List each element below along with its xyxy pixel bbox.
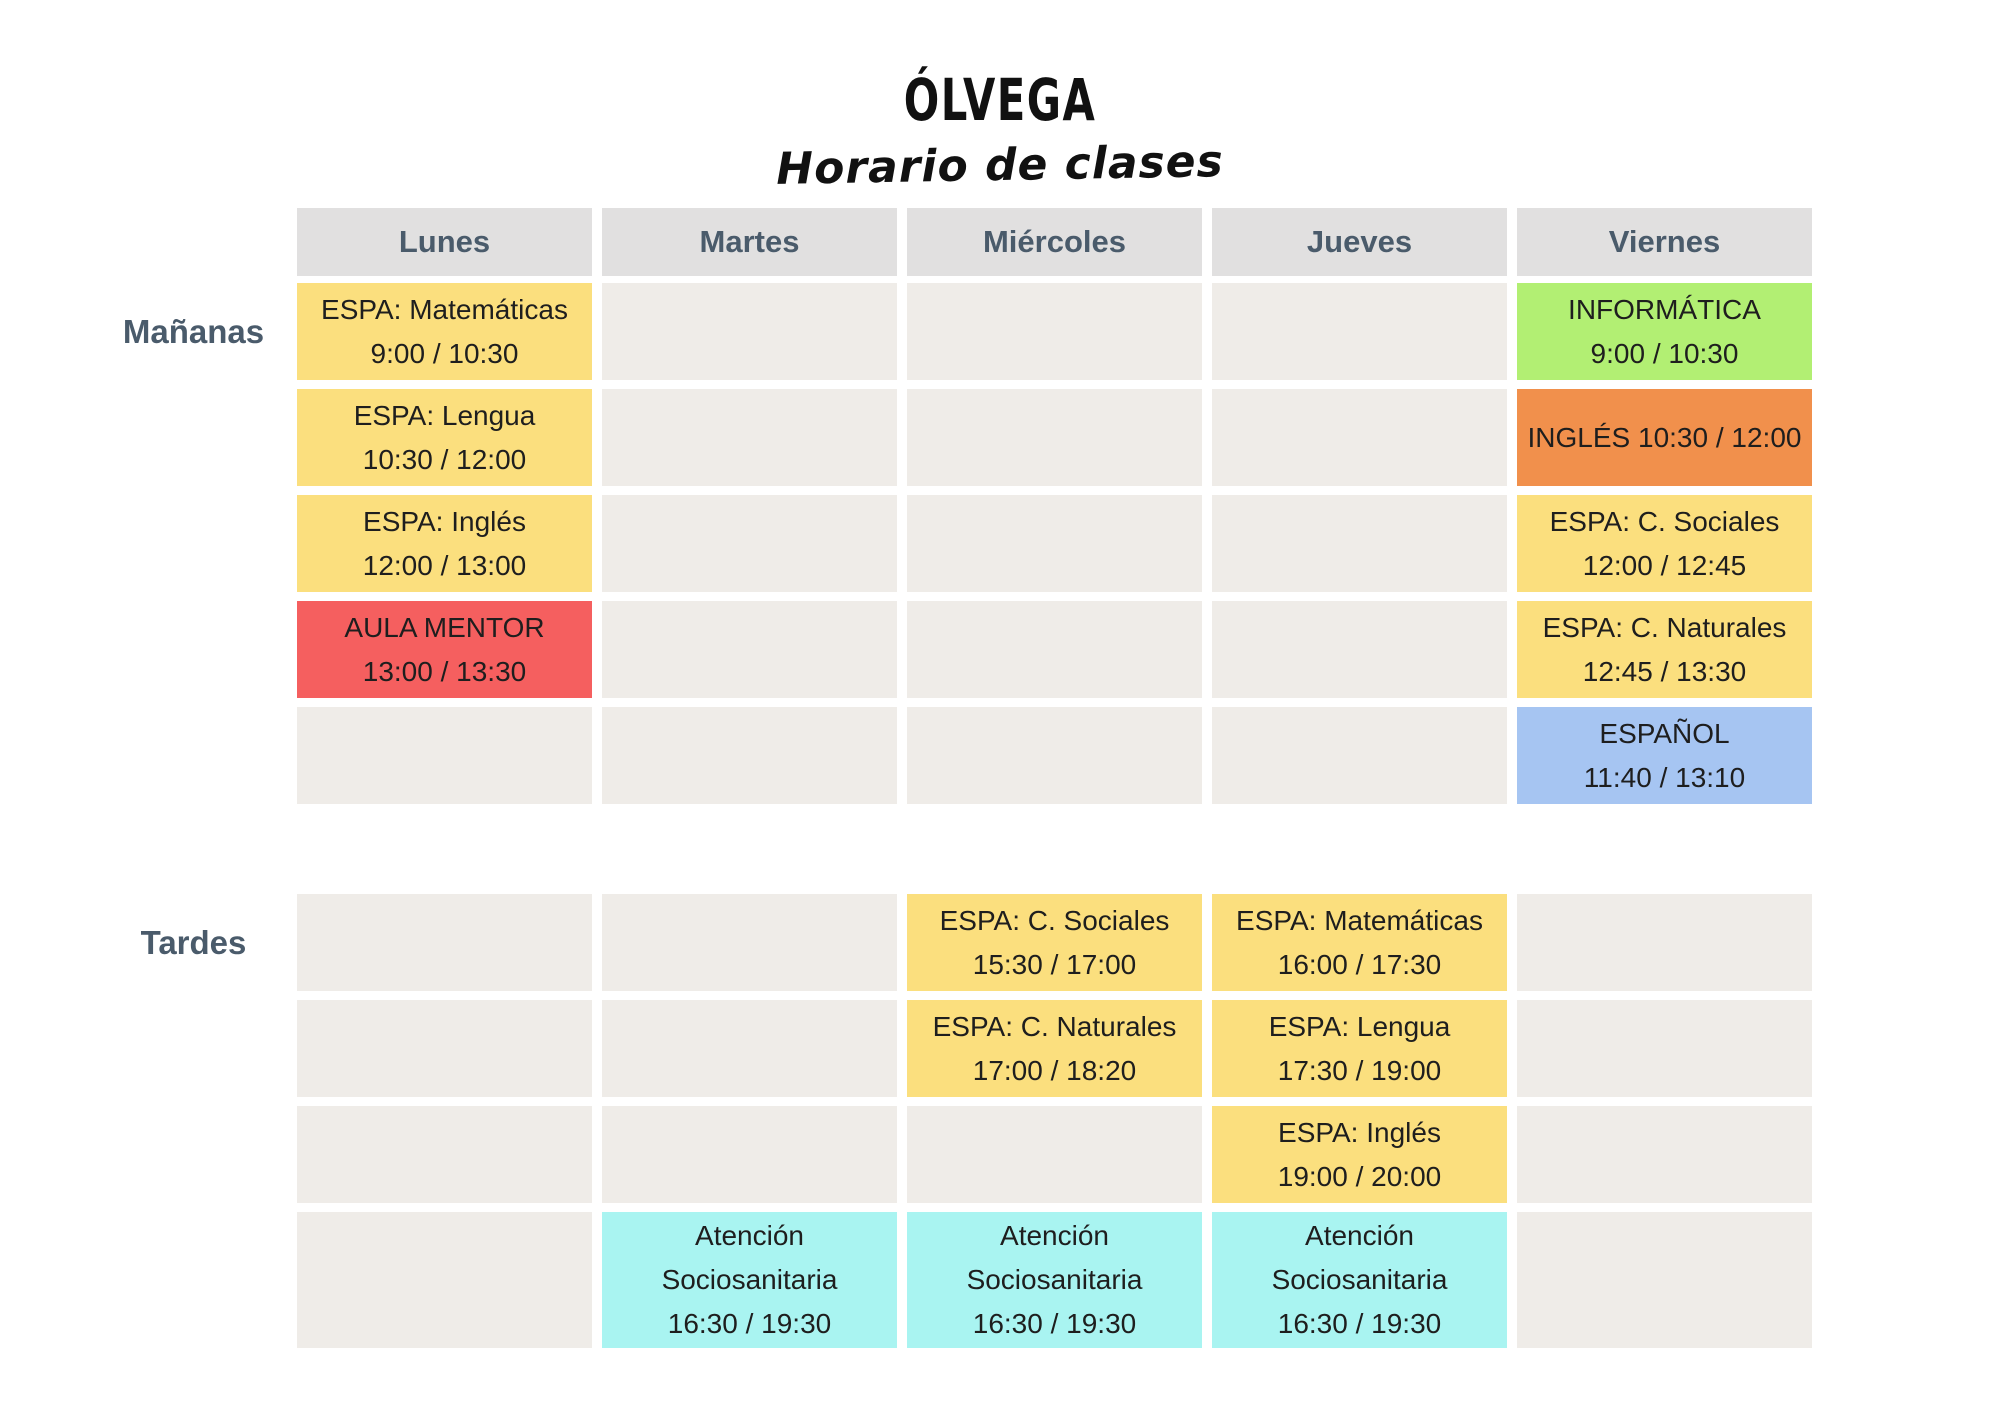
schedule-cell-empty — [1212, 283, 1507, 380]
cell-line: Sociosanitaria — [1271, 1264, 1448, 1295]
schedule-cell-empty — [1212, 601, 1507, 698]
schedule-cell-empty — [297, 1212, 592, 1348]
schedule-cell-empty — [297, 1106, 592, 1203]
cell-line: 15:30 / 17:00 — [972, 948, 1137, 980]
cell-line: ESPA: C. Naturales — [1542, 611, 1787, 643]
cell-line: INFORMÁTICA — [1568, 293, 1761, 325]
cell-line: 16:00 / 17:30 — [1277, 948, 1442, 980]
schedule-cell: INGLÉS 10:30 / 12:00 — [1517, 389, 1812, 486]
cell-line: ESPA: Inglés — [1278, 1116, 1441, 1148]
cell-line: 17:00 / 18:20 — [972, 1054, 1137, 1086]
cell-line: Sociosanitaria — [661, 1264, 838, 1295]
section-label-mananas: Mañanas — [122, 312, 265, 350]
schedule-cell: Atención Sociosanitaria 16:30 / 19:30 — [1212, 1212, 1507, 1348]
cell-line: Atención — [695, 1220, 804, 1251]
cell-line: 17:30 / 19:00 — [1277, 1054, 1442, 1086]
day-header-martes: Martes — [602, 208, 897, 276]
schedule-cell-empty — [602, 283, 897, 380]
cell-line: 12:45 / 13:30 — [1582, 655, 1747, 687]
schedule-cell-empty — [1212, 495, 1507, 592]
schedule-cell-empty — [907, 283, 1202, 380]
schedule-cell: ESPAÑOL 11:40 / 13:10 — [1517, 707, 1812, 804]
schedule-cell: ESPA: Matemáticas 16:00 / 17:30 — [1212, 894, 1507, 991]
cell-line: ESPA: Matemáticas — [321, 293, 568, 325]
schedule-cell-empty — [907, 389, 1202, 486]
cell-line: 11:40 / 13:10 — [1583, 761, 1746, 793]
schedule-cell-empty — [602, 495, 897, 592]
schedule-cell: AULA MENTOR 13:00 / 13:30 — [297, 601, 592, 698]
cell-line: 16:30 / 19:30 — [667, 1308, 832, 1339]
cell-line: ESPA: C. Sociales — [939, 904, 1170, 936]
schedule-cell-empty — [602, 1000, 897, 1097]
schedule-cell: ESPA: C. Sociales 15:30 / 17:00 — [907, 894, 1202, 991]
schedule-cell-empty — [1212, 707, 1507, 804]
cell-line: INGLÉS 10:30 / 12:00 — [1527, 421, 1802, 453]
schedule-cell-empty — [1212, 389, 1507, 486]
schedule-cell-empty — [297, 894, 592, 991]
schedule-cell: ESPA: C. Naturales 17:00 / 18:20 — [907, 1000, 1202, 1097]
cell-line: 16:30 / 19:30 — [972, 1308, 1137, 1339]
schedule-cell-empty — [297, 1000, 592, 1097]
schedule-cell-empty — [1517, 1212, 1812, 1348]
cell-line: 9:00 / 10:30 — [370, 337, 519, 369]
day-header-jueves: Jueves — [1212, 208, 1507, 276]
schedule-cell: ESPA: Inglés 19:00 / 20:00 — [1212, 1106, 1507, 1203]
cell-line: 10:30 / 12:00 — [362, 443, 527, 475]
schedule-cell-empty — [1517, 1106, 1812, 1203]
schedule-cell-empty — [602, 1106, 897, 1203]
morning-schedule-grid: ESPA: Matemáticas 9:00 / 10:30 INFORMÁTICA… — [297, 283, 1812, 804]
schedule-cell-empty — [907, 495, 1202, 592]
schedule-cell-empty — [602, 389, 897, 486]
schedule-cell-empty — [907, 1106, 1202, 1203]
schedule-cell: ESPA: Lengua 10:30 / 12:00 — [297, 389, 592, 486]
cell-line: Sociosanitaria — [966, 1264, 1143, 1295]
afternoon-schedule-grid: ESPA: C. Sociales 15:30 / 17:00 ESPA: Mate… — [297, 894, 1812, 1348]
schedule-cell: ESPA: Inglés 12:00 / 13:00 — [297, 495, 592, 592]
schedule-cell-empty — [907, 707, 1202, 804]
cell-line: ESPA: Lengua — [1268, 1010, 1451, 1042]
schedule-cell-empty — [602, 707, 897, 804]
day-header-viernes: Viernes — [1517, 208, 1812, 276]
cell-line: ESPA: Inglés — [363, 505, 526, 537]
day-header-miercoles: Miércoles — [907, 208, 1202, 276]
day-header-lunes: Lunes — [297, 208, 592, 276]
page-subtitle: Horario de clases — [775, 136, 1225, 195]
cell-line: 9:00 / 10:30 — [1590, 337, 1739, 369]
schedule-cell-empty — [907, 601, 1202, 698]
schedule-cell-empty — [1517, 894, 1812, 991]
schedule-cell: Atención Sociosanitaria 16:30 / 19:30 — [602, 1212, 897, 1348]
cell-line: Atención — [1000, 1220, 1109, 1251]
schedule-cell: INFORMÁTICA 9:00 / 10:30 — [1517, 283, 1812, 380]
cell-line: 12:00 / 12:45 — [1582, 549, 1747, 581]
schedule-cell-empty — [1517, 1000, 1812, 1097]
cell-line: 12:00 / 13:00 — [362, 549, 527, 581]
schedule-cell-empty — [297, 707, 592, 804]
schedule-cell-empty — [602, 894, 897, 991]
schedule-cell: ESPA: Lengua 17:30 / 19:00 — [1212, 1000, 1507, 1097]
day-header-row: Lunes Martes Miércoles Jueves Viernes — [297, 208, 1812, 276]
cell-line: ESPA: C. Naturales — [932, 1010, 1177, 1042]
cell-line: 16:30 / 19:30 — [1277, 1308, 1442, 1339]
schedule-cell: Atención Sociosanitaria 16:30 / 19:30 — [907, 1212, 1202, 1348]
schedule-cell: ESPA: C. Sociales 12:00 / 12:45 — [1517, 495, 1812, 592]
section-label-tardes: Tardes — [140, 923, 247, 961]
cell-line: ESPA: Lengua — [353, 399, 536, 431]
schedule-cell: ESPA: C. Naturales 12:45 / 13:30 — [1517, 601, 1812, 698]
cell-line: ESPA: C. Sociales — [1549, 505, 1780, 537]
cell-line: Atención — [1305, 1220, 1414, 1251]
cell-line: AULA MENTOR — [344, 611, 545, 643]
cell-line: ESPAÑOL — [1599, 717, 1730, 749]
cell-line: 13:00 / 13:30 — [362, 655, 527, 687]
schedule-cell: ESPA: Matemáticas 9:00 / 10:30 — [297, 283, 592, 380]
page-title: ÓLVEGA — [903, 66, 1097, 134]
cell-line: ESPA: Matemáticas — [1236, 904, 1483, 936]
schedule-cell-empty — [602, 601, 897, 698]
cell-line: 19:00 / 20:00 — [1277, 1160, 1442, 1192]
